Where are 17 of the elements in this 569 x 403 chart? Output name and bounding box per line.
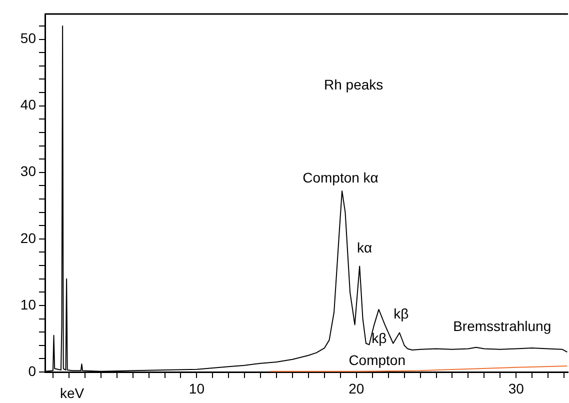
annotation: kβ bbox=[394, 306, 409, 322]
x-tick-label: 30 bbox=[508, 380, 524, 396]
annotation: kα bbox=[357, 239, 372, 256]
annotation: Compton bbox=[348, 352, 406, 368]
x-tick-label: 20 bbox=[348, 380, 364, 396]
y-tick-label: 10 bbox=[20, 296, 36, 312]
y-tick-label: 20 bbox=[20, 230, 36, 246]
annotation: Compton kα bbox=[302, 170, 378, 186]
annotation: Rh peaks bbox=[324, 76, 384, 92]
y-tick-label: 50 bbox=[20, 30, 36, 46]
annotation: Bremsstrahlung bbox=[453, 318, 552, 334]
x-tick-label: 10 bbox=[188, 380, 205, 396]
x-axis-title: keV bbox=[60, 384, 85, 401]
y-tick-label: 30 bbox=[20, 163, 36, 180]
y-tick-label: 40 bbox=[20, 96, 36, 113]
y-tick-label: 0 bbox=[28, 362, 36, 379]
annotation: kβ bbox=[372, 330, 387, 346]
